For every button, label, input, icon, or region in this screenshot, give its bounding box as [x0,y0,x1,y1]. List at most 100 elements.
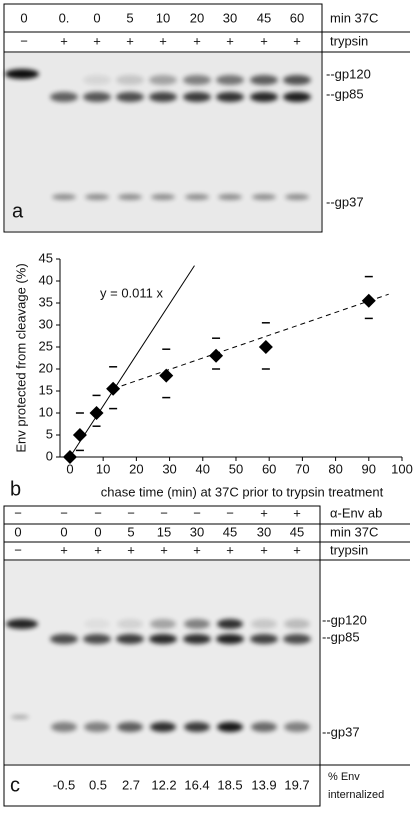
row-label: min 37C [330,10,378,25]
gel-band [250,92,278,102]
internalized-value: 0.5 [89,777,107,792]
antibody-sign: − [127,505,135,520]
point [361,293,376,308]
internalized-value: 19.7 [284,777,309,792]
fit-line [69,265,195,458]
y-tick-label: 15 [39,382,53,397]
y-axis-label: Env protected from cleavage (%) [13,263,28,452]
gel-band [150,722,176,732]
point [258,340,273,354]
y-tick-label: 5 [46,426,53,441]
antibody-sign: − [160,505,168,520]
gel-band [50,634,78,644]
antibody-sign: − [226,505,234,520]
band-label: --gp85 [322,629,360,644]
lane-time: 0 [14,524,21,539]
y-tick-label: 35 [39,294,53,309]
band-label: --gp120 [326,66,371,81]
gel-band [6,619,38,629]
row-label: α-Env ab [330,505,382,520]
gel-a-bands [5,69,311,200]
panel-letter: b [10,478,21,500]
trend-line [112,293,389,390]
lane-time: 20 [190,10,204,25]
gel-band [185,194,209,200]
row-label: % Env [328,771,360,783]
point [159,368,174,383]
gel-band [184,722,210,732]
trypsin-sign: + [293,33,301,48]
lane-time: 60 [290,10,304,25]
trypsin-sign: + [193,33,201,48]
gel-band [50,92,78,102]
gel-band [183,634,211,644]
x-tick-label: 30 [162,461,176,476]
fit-label: y = 0.011 x [100,285,163,300]
row-label: trypsin [330,33,368,48]
antibody-sign: − [60,505,68,520]
band-label: --gp120 [322,612,367,627]
lane-time: 15 [157,524,171,539]
x-tick-label: 0 [66,461,73,476]
x-tick-label: 40 [196,461,210,476]
gel-band [151,194,175,200]
band-label: --gp85 [326,86,364,101]
gel-band [218,194,242,200]
gel-band [217,722,243,732]
point [72,428,87,442]
gel-band [252,194,276,200]
x-tick-label: 50 [229,461,243,476]
panel-letter: a [12,200,24,222]
y-tick-label: 25 [39,338,53,353]
antibody-sign: − [14,505,22,520]
internalized-value: 18.5 [217,777,242,792]
gel-band [52,194,76,200]
gel-band [117,619,143,629]
y-tick-label: 20 [39,360,53,375]
point [89,406,104,420]
gel-band [84,619,110,629]
x-tick-label: 80 [328,461,342,476]
panel-letter: c [10,774,20,796]
lane-time: 0 [94,524,101,539]
gel-band [183,75,211,85]
x-tick-label: 10 [96,461,110,476]
gel-band [216,634,244,644]
trypsin-sign: − [20,33,28,48]
internalized-value: -0.5 [53,777,75,792]
gel-band [283,92,311,102]
gel-c [5,561,319,764]
gel-band [84,722,110,732]
trypsin-sign: + [93,33,101,48]
lane-time: 0 [20,10,27,25]
lane-time: 10 [156,10,170,25]
gel-band [216,75,244,85]
gel-band [217,619,243,629]
point [62,450,77,464]
trypsin-sign: + [226,33,234,48]
x-tick-label: 70 [295,461,309,476]
trypsin-sign: − [14,542,22,557]
point [106,381,121,396]
point [209,348,224,363]
trypsin-sign: + [160,542,168,557]
lane-time: 30 [190,524,204,539]
gel-band [251,619,277,629]
row-label: min 37C [330,524,378,539]
y-tick-label: 40 [39,272,53,287]
gel-band [11,715,29,719]
trypsin-sign: + [60,542,68,557]
gel-band [283,75,311,85]
gel-band [51,722,77,732]
trypsin-sign: + [127,542,135,557]
band-label: --gp37 [326,194,364,209]
lane-time: 45 [257,10,271,25]
gel-band [116,75,144,85]
trypsin-sign: + [159,33,167,48]
row-label: internalized [328,789,384,801]
gel-band [283,634,311,644]
gel-band [117,722,143,732]
gel-band [83,75,111,85]
y-tick-label: 30 [39,316,53,331]
gel-band [83,634,111,644]
